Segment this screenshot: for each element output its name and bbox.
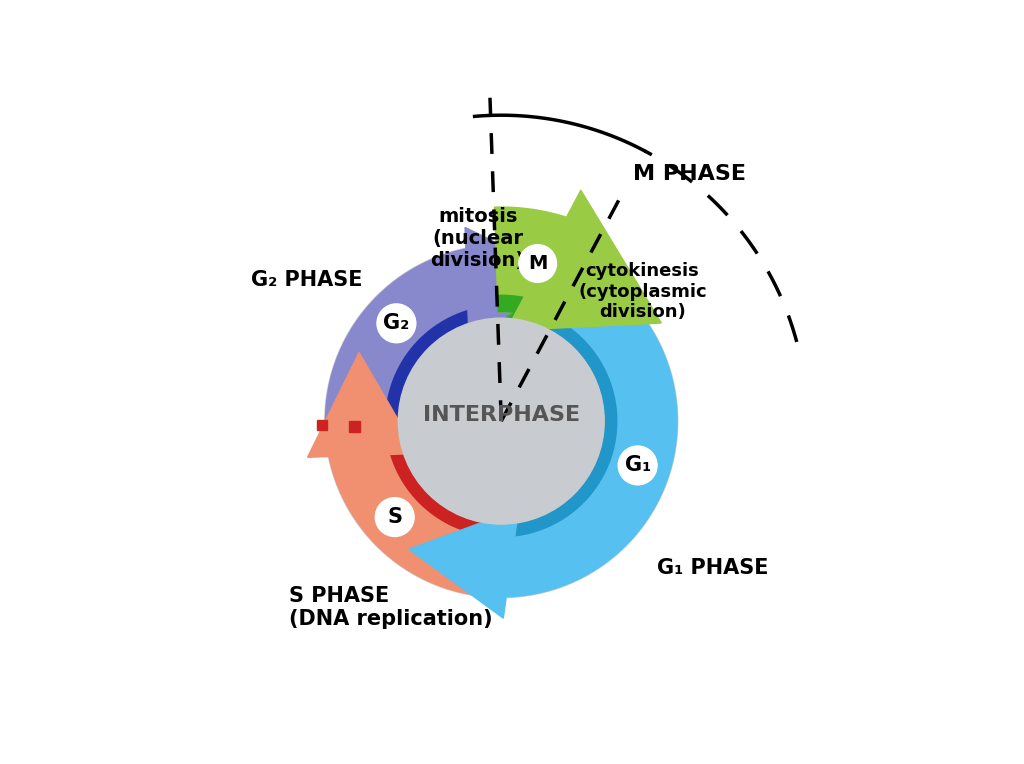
Polygon shape [494, 206, 602, 325]
Text: G₂: G₂ [383, 313, 410, 333]
Text: G₂ PHASE: G₂ PHASE [251, 270, 362, 290]
Polygon shape [325, 244, 498, 427]
Text: INTERPHASE: INTERPHASE [423, 405, 580, 426]
Circle shape [377, 304, 416, 343]
Polygon shape [409, 509, 518, 618]
Text: S: S [387, 507, 402, 527]
Polygon shape [325, 425, 487, 596]
Polygon shape [307, 352, 418, 458]
Circle shape [519, 244, 556, 283]
Text: cytokinesis
(cytoplasmic
division): cytokinesis (cytoplasmic division) [579, 262, 707, 322]
Text: M: M [528, 254, 548, 273]
Text: M PHASE: M PHASE [633, 164, 746, 184]
Polygon shape [506, 190, 662, 331]
Circle shape [618, 446, 657, 485]
Polygon shape [485, 319, 617, 537]
Circle shape [375, 497, 414, 536]
Polygon shape [385, 305, 498, 426]
Text: G₁: G₁ [625, 455, 651, 475]
Polygon shape [477, 265, 678, 597]
Text: S PHASE
(DNA replication): S PHASE (DNA replication) [290, 586, 494, 629]
Polygon shape [496, 244, 584, 330]
Bar [316, 419, 328, 430]
Polygon shape [498, 305, 556, 330]
Bar [349, 421, 359, 432]
Polygon shape [385, 425, 487, 536]
Polygon shape [497, 295, 561, 325]
Circle shape [398, 318, 604, 524]
Text: mitosis
(nuclear
division): mitosis (nuclear division) [431, 207, 525, 270]
Polygon shape [465, 228, 570, 338]
Text: G₁ PHASE: G₁ PHASE [657, 558, 769, 578]
Circle shape [325, 244, 678, 597]
